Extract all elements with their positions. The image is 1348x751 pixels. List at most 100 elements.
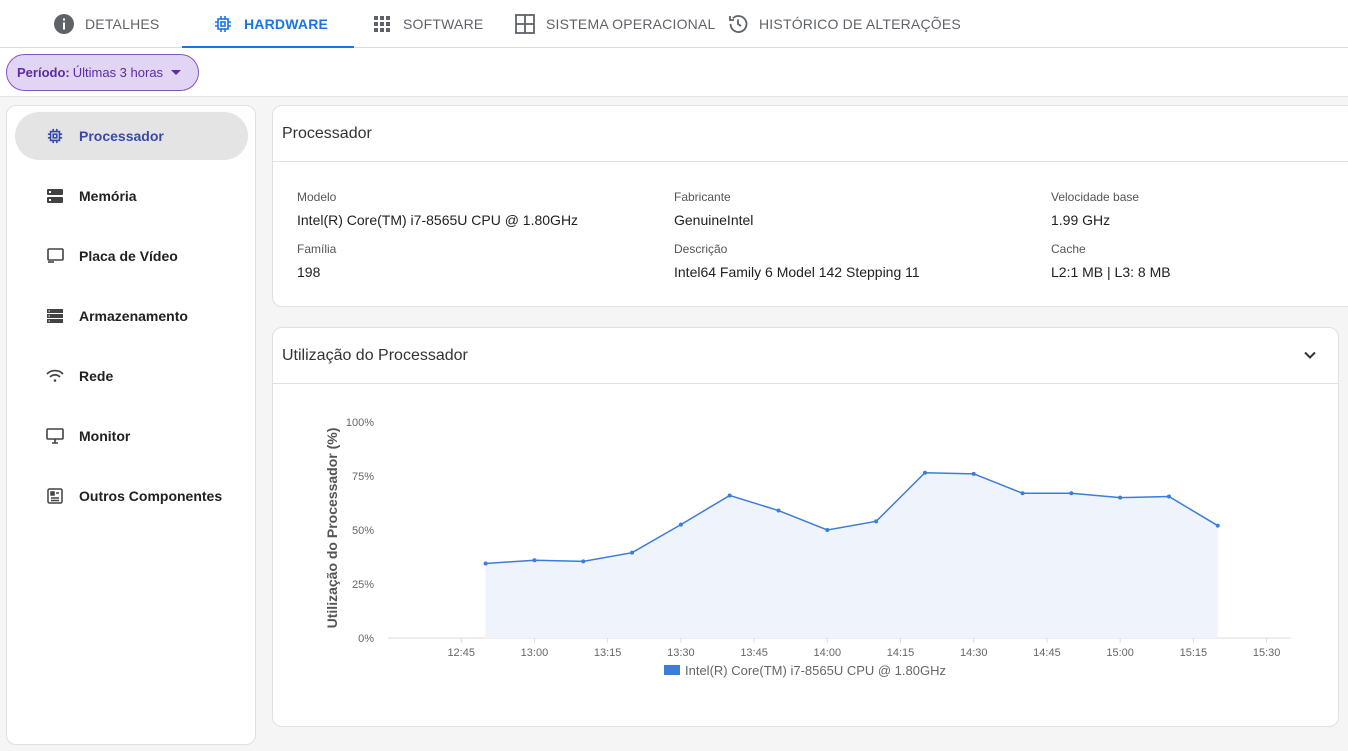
data-point[interactable] xyxy=(1020,491,1025,496)
components-icon xyxy=(46,487,64,505)
field-value-familia: 198 xyxy=(297,264,321,280)
video-card-icon xyxy=(46,247,64,265)
field-label-modelo: Modelo xyxy=(297,190,337,204)
divider xyxy=(273,161,1348,162)
data-point[interactable] xyxy=(776,508,781,513)
y-tick-label: 100% xyxy=(346,417,374,429)
legend-label[interactable]: Intel(R) Core(TM) i7-8565U CPU @ 1.80GHz xyxy=(685,663,946,678)
field-value-descricao: Intel64 Family 6 Model 142 Stepping 11 xyxy=(674,264,920,280)
tab-label: HARDWARE xyxy=(244,15,329,32)
x-tick-label: 12:45 xyxy=(447,647,475,659)
tab-label: SOFTWARE xyxy=(403,15,484,32)
tab-historico[interactable]: HISTÓRICO DE ALTERAÇÕES xyxy=(727,0,961,47)
sidebar-item-label: Rede xyxy=(79,368,114,384)
data-point[interactable] xyxy=(630,550,635,555)
sidebar-item-label: Processador xyxy=(79,128,164,144)
sidebar-item-processador[interactable]: Processador xyxy=(15,112,248,160)
field-label-familia: Família xyxy=(297,242,337,256)
tab-label: DETALHES xyxy=(85,15,160,32)
chip-icon xyxy=(46,127,64,145)
field-label-velocidade-base: Velocidade base xyxy=(1051,190,1140,204)
sidebar-item-label: Memória xyxy=(79,188,137,204)
windows-icon xyxy=(514,13,536,35)
x-tick-label: 15:30 xyxy=(1253,647,1281,659)
x-tick-label: 14:30 xyxy=(960,647,988,659)
sidebar-item-label: Monitor xyxy=(79,428,131,444)
top-tab-bar: DETALHES HARDWARE SOFTWARE SISTEMA OPERA… xyxy=(0,0,1348,48)
data-point[interactable] xyxy=(532,558,537,563)
data-point[interactable] xyxy=(874,519,879,524)
tab-label: HISTÓRICO DE ALTERAÇÕES xyxy=(759,15,961,32)
card-title: Processador xyxy=(282,124,372,142)
data-point[interactable] xyxy=(483,561,488,566)
data-point[interactable] xyxy=(1215,523,1220,528)
cpu-usage-chart: Utilização do Processador (%) 0% 25% 50% 75… xyxy=(324,417,1291,678)
caret-down-icon xyxy=(171,70,182,75)
hardware-sidebar: Processador Memória Placa de Vídeo Armaz… xyxy=(6,105,256,745)
data-point[interactable] xyxy=(678,522,683,527)
tab-hardware[interactable]: HARDWARE xyxy=(181,0,355,48)
field-value-modelo: Intel(R) Core(TM) i7-8565U CPU @ 1.80GHz xyxy=(297,212,579,228)
tab-sistema-operacional[interactable]: SISTEMA OPERACIONAL xyxy=(514,0,716,47)
y-axis-label: Utilização do Processador (%) xyxy=(324,428,340,629)
history-icon xyxy=(727,13,749,35)
field-value-velocidade-base: 1.99 GHz xyxy=(1051,212,1111,228)
tab-label: SISTEMA OPERACIONAL xyxy=(546,15,716,32)
processor-usage-card: Utilização do Processador Utilização do … xyxy=(272,327,1339,727)
period-label: Período: xyxy=(17,65,70,80)
x-tick-label: 14:15 xyxy=(887,647,915,659)
chevron-down-icon[interactable] xyxy=(1302,347,1318,363)
x-tick-label: 13:30 xyxy=(667,647,695,659)
x-tick-label: 14:45 xyxy=(1033,647,1061,659)
sidebar-item-monitor[interactable]: Monitor xyxy=(15,412,248,460)
data-point[interactable] xyxy=(922,470,927,475)
x-tick-label: 13:00 xyxy=(521,647,549,659)
sidebar-item-label: Placa de Vídeo xyxy=(79,248,178,264)
sidebar-item-label: Outros Componentes xyxy=(79,488,223,504)
data-point[interactable] xyxy=(727,493,732,498)
sidebar-item-armazenamento[interactable]: Armazenamento xyxy=(15,292,248,340)
field-label-cache: Cache xyxy=(1051,242,1086,256)
data-point[interactable] xyxy=(1069,491,1074,496)
sidebar-item-placa-de-video[interactable]: Placa de Vídeo xyxy=(15,232,248,280)
x-tick-label: 15:15 xyxy=(1180,647,1208,659)
data-point[interactable] xyxy=(825,528,830,532)
period-filter-chip[interactable]: Período: Últimas 3 horas xyxy=(6,54,199,91)
chip-icon xyxy=(212,13,234,35)
monitor-icon xyxy=(46,427,64,445)
tab-detalhes[interactable]: DETALHES xyxy=(53,0,159,47)
storage-icon xyxy=(46,307,64,325)
divider xyxy=(273,383,1338,384)
series-line xyxy=(485,472,1219,565)
sidebar-item-memoria[interactable]: Memória xyxy=(15,172,248,220)
period-value: Últimas 3 horas xyxy=(72,65,164,80)
field-label-descricao: Descrição xyxy=(674,242,728,256)
field-value-fabricante: GenuineIntel xyxy=(674,212,754,228)
data-point[interactable] xyxy=(1118,495,1123,500)
data-point[interactable] xyxy=(971,471,976,476)
legend-swatch[interactable] xyxy=(664,665,680,675)
y-tick-label: 25% xyxy=(352,579,374,591)
processor-info-card: Processador Modelo Intel(R) Core(TM) i7-… xyxy=(272,105,1348,307)
data-point[interactable] xyxy=(1166,494,1171,499)
sidebar-item-rede[interactable]: Rede xyxy=(15,352,248,400)
sidebar-item-outros-componentes[interactable]: Outros Componentes xyxy=(15,472,248,520)
x-tick-label: 15:00 xyxy=(1106,647,1134,659)
info-icon xyxy=(53,13,75,35)
memory-icon xyxy=(46,187,64,205)
y-tick-label: 0% xyxy=(358,633,374,645)
x-tick-label: 13:45 xyxy=(740,647,768,659)
sidebar-item-label: Armazenamento xyxy=(79,308,188,324)
wifi-icon xyxy=(46,367,64,385)
card-title: Utilização do Processador xyxy=(282,346,468,364)
field-value-cache: L2:1 MB | L3: 8 MB xyxy=(1051,264,1171,280)
field-label-fabricante: Fabricante xyxy=(674,190,731,204)
apps-grid-icon xyxy=(371,13,393,35)
data-point[interactable] xyxy=(581,559,586,564)
tab-software[interactable]: SOFTWARE xyxy=(371,0,483,47)
x-tick-label: 13:15 xyxy=(594,647,622,659)
y-tick-label: 75% xyxy=(352,471,374,483)
series-area-fill xyxy=(485,472,1218,638)
x-tick-label: 14:00 xyxy=(814,647,842,659)
filter-bar: Período: Últimas 3 horas xyxy=(0,48,1348,97)
